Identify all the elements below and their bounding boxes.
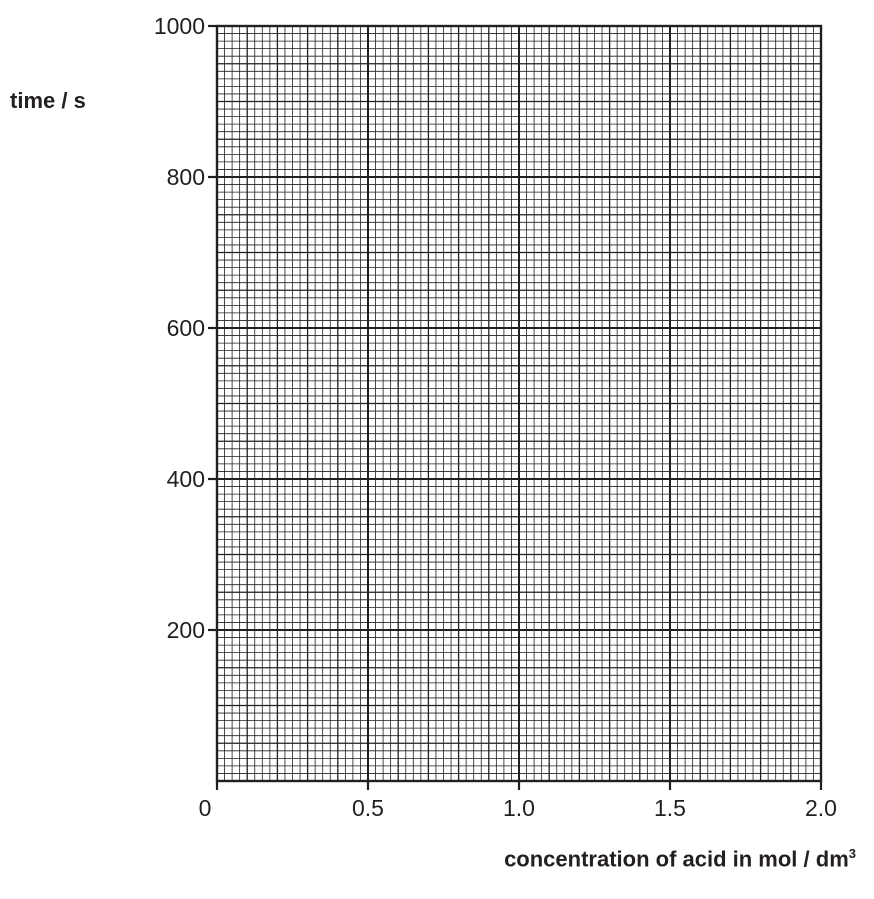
y-tick-label: 800 [167,164,205,190]
y-tick-label: 200 [167,617,205,643]
x-axis-label: concentration of acid in mol / dm3 [504,846,856,872]
x-tick-label: 0 [199,795,212,821]
major-gridlines [217,26,821,781]
x-tick-label: 1.5 [654,795,686,821]
y-axis-label: time / s [10,88,86,113]
x-tick-labels: 0 0.5 1.0 1.5 2.0 [199,795,837,821]
x-tick-label: 2.0 [805,795,837,821]
y-tick-label: 400 [167,466,205,492]
x-axis-label-text: concentration of acid in mol / dm [504,846,849,872]
x-axis-label-superscript: 3 [848,846,856,861]
y-tick-label: 1000 [154,13,205,39]
y-tick-label: 600 [167,315,205,341]
x-tick-label: 1.0 [503,795,535,821]
x-tick-label: 0.5 [352,795,384,821]
y-tick-labels: 200 400 600 800 1000 [154,13,205,643]
axes [208,24,823,790]
